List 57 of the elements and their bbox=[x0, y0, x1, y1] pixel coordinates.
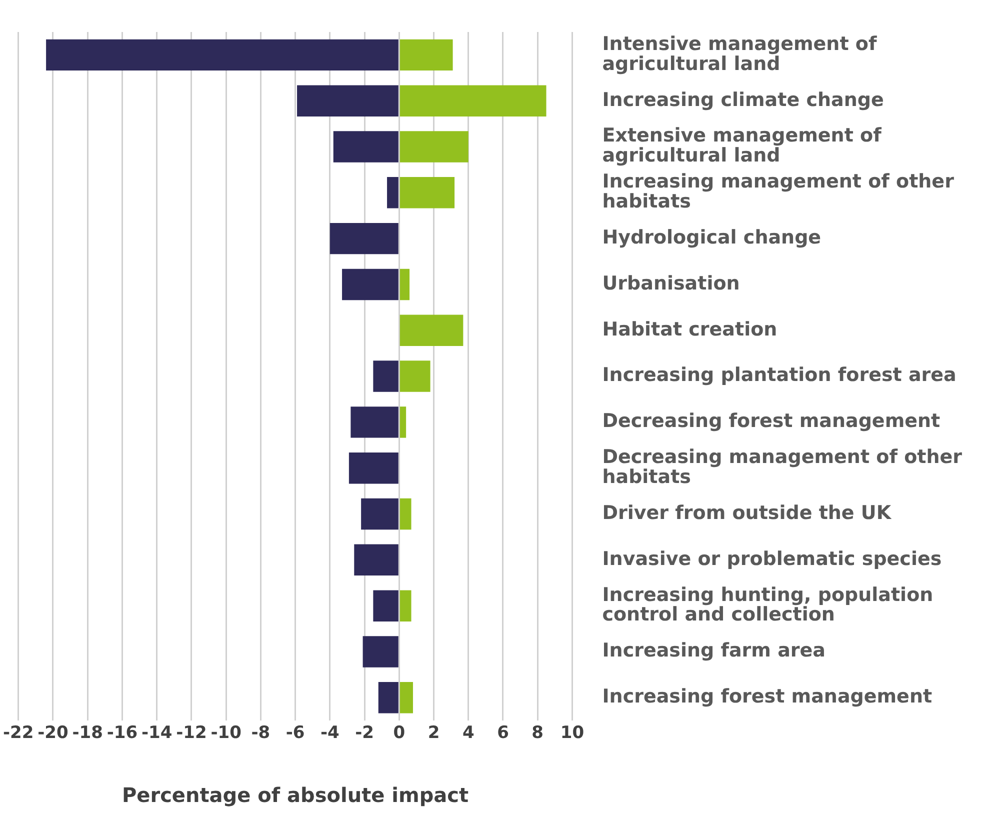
x-tick-label: -2 bbox=[355, 723, 374, 744]
x-tick-label: -20 bbox=[38, 723, 68, 744]
bar bbox=[400, 314, 464, 346]
x-axis-title: Percentage of absolute impact bbox=[122, 783, 470, 808]
bar bbox=[362, 636, 398, 668]
bar bbox=[400, 682, 413, 714]
bar bbox=[350, 406, 398, 438]
x-tick-label: -6 bbox=[286, 723, 305, 744]
x-tick-label: 10 bbox=[560, 723, 584, 744]
y-tick-label: Invasive or problematic species bbox=[602, 548, 942, 570]
bar bbox=[373, 590, 398, 622]
bar bbox=[400, 498, 412, 530]
x-tick-label: -22 bbox=[2, 723, 34, 744]
bar bbox=[333, 131, 398, 162]
bar bbox=[400, 131, 468, 162]
bar bbox=[400, 177, 455, 208]
y-tick-label: Decreasing forest management bbox=[602, 410, 940, 432]
y-tick-label: Increasing climate change bbox=[602, 88, 884, 111]
x-tick-label: -4 bbox=[320, 723, 340, 744]
y-tick-label: Intensive management of agricultural land bbox=[602, 32, 878, 75]
y-tick-label: Increasing farm area bbox=[602, 640, 826, 662]
x-tick-label: 0 bbox=[393, 723, 406, 744]
bar bbox=[361, 498, 398, 530]
y-tick-label: Increasing plantation forest area bbox=[602, 364, 956, 386]
y-tick-label: Extensive management of agricultural land bbox=[602, 124, 882, 167]
x-tick-label: -14 bbox=[141, 723, 172, 744]
y-tick-label: Increasing hunting, population control and collection bbox=[602, 584, 934, 626]
bar bbox=[354, 544, 398, 576]
x-tick-label: -16 bbox=[106, 723, 138, 744]
y-tick-label: Habitat creation bbox=[602, 318, 778, 340]
bar bbox=[297, 85, 398, 116]
x-tick-label: 4 bbox=[462, 723, 474, 744]
y-tick-label: Hydrological change bbox=[602, 226, 822, 248]
bar bbox=[330, 222, 398, 254]
bar bbox=[378, 682, 398, 714]
x-tick-label: -12 bbox=[176, 723, 207, 744]
y-tick-label: Driver from outside the UK bbox=[602, 502, 892, 524]
x-tick-label: -10 bbox=[210, 723, 242, 744]
y-tick-label: Increasing management of other habitats bbox=[602, 170, 955, 213]
bar bbox=[400, 39, 453, 71]
x-tick-label: -18 bbox=[72, 723, 103, 744]
x-tick-label: -8 bbox=[251, 723, 270, 744]
bar bbox=[400, 85, 546, 116]
bar bbox=[400, 268, 410, 300]
y-tick-label: Urbanisation bbox=[602, 272, 740, 294]
bar bbox=[400, 406, 406, 438]
y-tick-label: Decreasing management of other habitats bbox=[602, 446, 963, 488]
bar bbox=[348, 452, 398, 484]
y-tick-label: Increasing forest management bbox=[602, 686, 932, 708]
bar bbox=[387, 177, 398, 208]
bar bbox=[373, 360, 398, 392]
x-tick-label: 8 bbox=[532, 723, 544, 744]
bar bbox=[400, 590, 412, 622]
bar bbox=[342, 268, 398, 300]
x-tick-label: 2 bbox=[428, 723, 440, 744]
x-tick-label: 6 bbox=[497, 723, 509, 744]
bar bbox=[400, 360, 430, 392]
